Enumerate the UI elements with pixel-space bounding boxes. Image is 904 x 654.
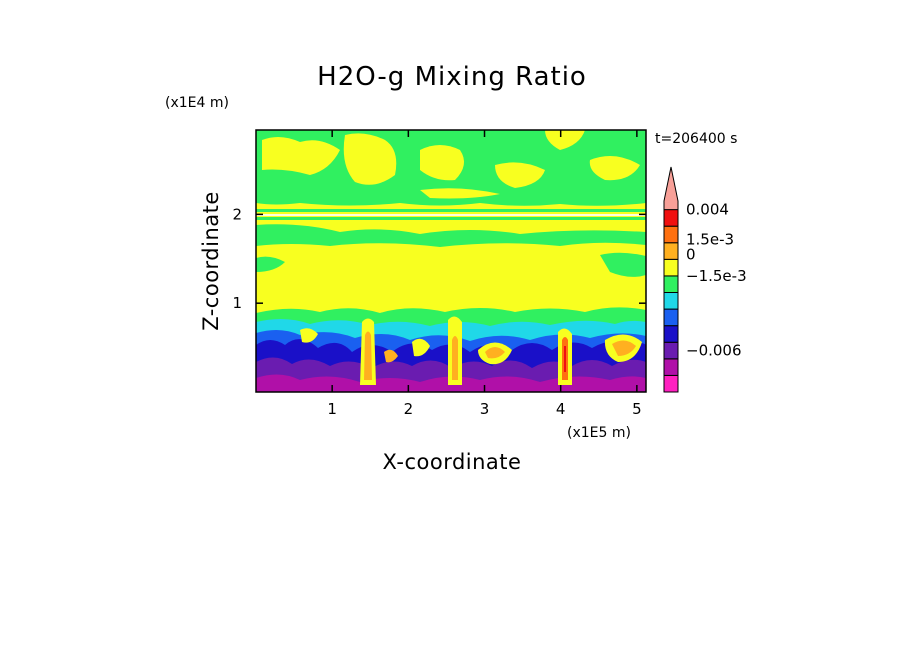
field-mid-green-3: [256, 256, 285, 272]
time-label: t=206400 s: [655, 131, 737, 147]
x-tick-label: 5: [632, 400, 642, 418]
colorbar-label: 1.5e-3: [686, 230, 734, 248]
colorbar-swatch: [663, 308, 679, 327]
field-mid-green-2: [600, 252, 646, 277]
contour-field: [256, 130, 646, 392]
field-upper-yellow-6: [589, 156, 640, 181]
colorbar-swatch: [663, 374, 679, 393]
field-upper-yellow-7: [420, 188, 500, 199]
colorbar-label: 0.004: [686, 201, 729, 219]
colorbar-swatch: [663, 358, 679, 376]
x-tick-label: 4: [556, 400, 566, 418]
colorbar-swatch: [663, 275, 679, 293]
colorbar-label: 0: [686, 245, 696, 263]
field-upper-yellow-1: [262, 136, 340, 175]
y-tick-label: 1: [232, 294, 242, 312]
colorbar-swatch: [663, 242, 679, 260]
y-tick-label: 2: [232, 205, 242, 223]
colorbar-swatch: [663, 258, 679, 277]
colorbar-swatch: [663, 292, 679, 310]
field-upper-yellow-2: [343, 133, 397, 185]
x-axis: 1 2 3 4 5: [327, 130, 642, 418]
field-upper-yellow-3: [420, 145, 464, 181]
field-mid-green-1: [256, 224, 646, 247]
field-plumes: [300, 316, 642, 385]
y-axis-title: Z-coordinate: [199, 191, 223, 331]
field-streak-3: [256, 217, 646, 220]
colorbar-swatch: [663, 341, 679, 360]
colorbar-label: −0.006: [686, 342, 742, 360]
colorbar-swatch: [663, 325, 679, 343]
colorbar: 0.004 1.5e-30 −1.5e-3 −0.006: [663, 166, 747, 393]
y-axis: 12: [232, 205, 646, 312]
x-tick-label: 2: [404, 400, 414, 418]
x-tick-label: 3: [480, 400, 490, 418]
colorbar-swatch: [663, 209, 679, 227]
plot-frame: [255, 129, 647, 393]
field-upper-yellow-4: [495, 162, 545, 188]
field-streak-1: [256, 209, 646, 212]
chart-title: H2O-g Mixing Ratio: [317, 62, 587, 92]
x-tick-label: 1: [327, 400, 337, 418]
field-streak-2: [256, 214, 646, 216]
field-upper-yellow-5: [545, 130, 585, 150]
colorbar-swatch-top: [663, 166, 679, 211]
colorbar-swatch: [663, 225, 679, 244]
x-axis-title: X-coordinate: [383, 450, 522, 474]
x-scale-label: (x1E5 m): [567, 425, 631, 441]
y-scale-label: (x1E4 m): [165, 95, 229, 111]
colorbar-label: −1.5e-3: [686, 267, 747, 285]
